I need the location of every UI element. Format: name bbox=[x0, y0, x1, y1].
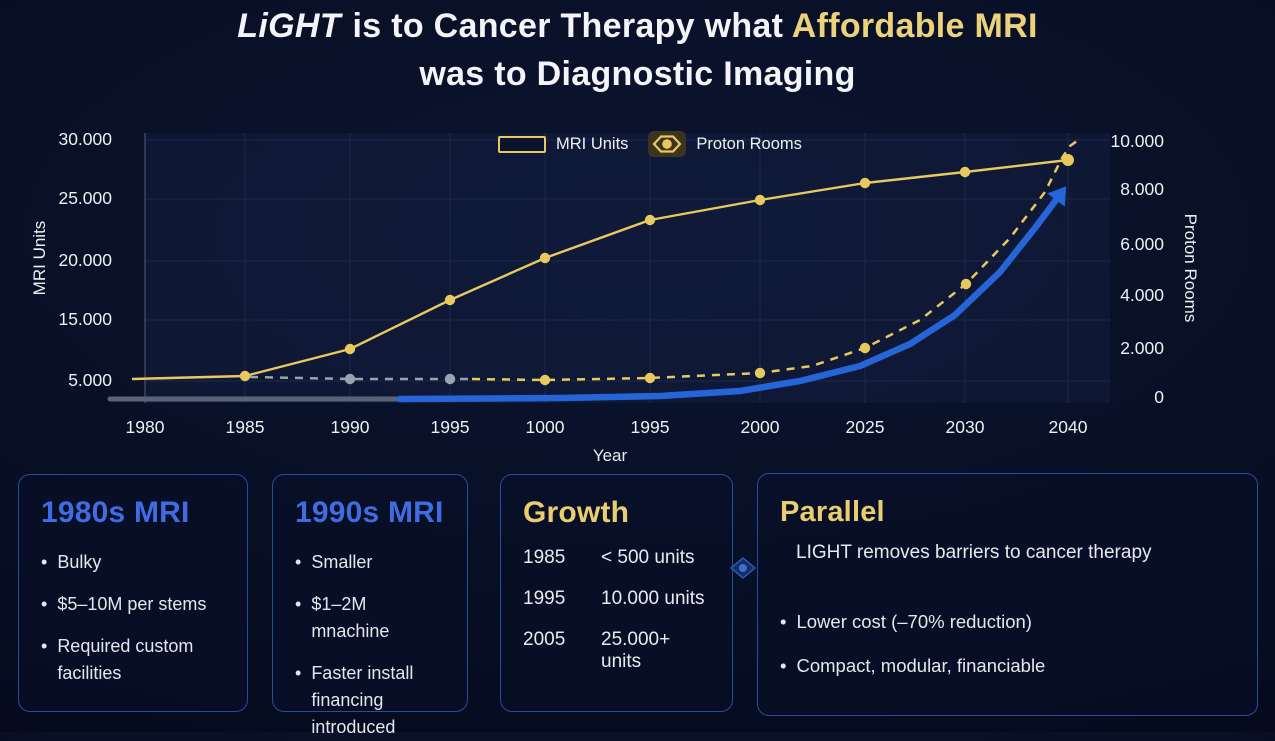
page-title-line2: was to Diagnostic Imaging bbox=[419, 55, 856, 93]
list-item: • Required custom facilities bbox=[41, 633, 225, 687]
card-parallel: Parallel LIGHT removes barriers to cance… bbox=[757, 473, 1258, 716]
mri-units-swatch-icon bbox=[498, 135, 546, 153]
bullet-text: Compact, modular, financiable bbox=[796, 654, 1046, 676]
y-axis-label-left: MRI Units bbox=[30, 220, 49, 296]
x-axis-title: Year bbox=[592, 446, 628, 465]
list-item: • Smaller bbox=[295, 549, 445, 576]
bullet-icon: • bbox=[295, 552, 302, 572]
card-1980s-mri: 1980s MRI • Bulky • $5–10M per stems • Requ… bbox=[18, 474, 248, 712]
bullet-icon: • bbox=[41, 594, 48, 614]
growth-year: 1985 bbox=[523, 547, 566, 568]
chart-canvas bbox=[107, 133, 1110, 403]
card-title: Growth bbox=[523, 496, 630, 529]
growth-value: 25.000+ units bbox=[601, 629, 671, 672]
card-title: Parallel bbox=[780, 496, 885, 528]
growth-year: 1995 bbox=[523, 588, 566, 609]
card-title: 1990s MRI bbox=[295, 496, 444, 529]
page-title-line1: LiGHT is to Cancer Therapy what Affordab… bbox=[0, 2, 1275, 50]
parallel-lead-text: LIGHT removes barriers to cancer therapy bbox=[796, 542, 1152, 563]
bullet-icon: • bbox=[41, 636, 48, 656]
card-bullets: • Lower cost (–70% reduction) • Compact, m… bbox=[780, 608, 1235, 680]
bullet-text: $5–10M per stems bbox=[57, 594, 207, 614]
card-bullets: • Bulky • $5–10M per stems • Required custo… bbox=[41, 549, 225, 687]
list-item: • $1–2M mnachine bbox=[295, 591, 445, 645]
legend-item-proton-rooms: Proton Rooms bbox=[648, 131, 802, 157]
chart-legend: MRI Units Proton Rooms bbox=[498, 131, 802, 157]
bullet-text: Required custom facilities bbox=[57, 636, 194, 683]
list-item: • Bulky bbox=[41, 549, 225, 576]
bullet-text: $1–2M mnachine bbox=[311, 594, 390, 641]
bullet-icon: • bbox=[41, 552, 48, 572]
title-emphasis: LiGHT bbox=[237, 7, 341, 45]
card-growth: Growth 1985 < 500 units 1995 10.000 units … bbox=[500, 474, 733, 712]
mri-proton-chart: 1980 1985 1990 1995 1000 1995 2000 2025 2030 2040… bbox=[30, 129, 1200, 465]
card-title: 1980s MRI bbox=[41, 496, 190, 529]
bullet-icon: • bbox=[780, 611, 787, 632]
page-title: LiGHT is to Cancer Therapy what Affordab… bbox=[0, 2, 1275, 98]
list-item: • Lower cost (–70% reduction) bbox=[780, 608, 1235, 636]
y-axis-label-right: Proton Rooms bbox=[1181, 213, 1200, 323]
bullet-text: Bulky bbox=[57, 552, 102, 572]
legend-label: Proton Rooms bbox=[696, 134, 802, 153]
title-rest: is to Cancer Therapy what bbox=[342, 7, 792, 45]
list-item: • $5–10M per stems bbox=[41, 591, 225, 618]
card-bullets: • Smaller • $1–2M mnachine • Faster install… bbox=[295, 549, 445, 741]
growth-year: 2005 bbox=[523, 629, 566, 650]
diamond-connector-icon bbox=[729, 557, 757, 579]
bullet-text: Faster install financing introduced bbox=[311, 663, 414, 737]
bullet-icon: • bbox=[780, 654, 787, 676]
list-item: • Compact, modular, financiable bbox=[780, 652, 1235, 680]
bullet-text: Smaller bbox=[311, 552, 373, 572]
card-1990s-mri: 1990s MRI • Smaller • $1–2M mnachine • Fast… bbox=[272, 474, 468, 737]
bullet-text: Lower cost (–70% reduction) bbox=[796, 611, 1032, 632]
legend-label: MRI Units bbox=[556, 134, 629, 153]
growth-table: 1985 < 500 units 1995 10.000 units 2005 25.… bbox=[523, 547, 710, 673]
list-item: • Faster install financing introduced bbox=[295, 660, 445, 741]
growth-value: < 500 units bbox=[601, 547, 695, 568]
title-highlight: Affordable MRI bbox=[791, 7, 1038, 45]
bullet-icon: • bbox=[295, 594, 302, 614]
proton-rooms-eye-icon bbox=[648, 131, 687, 157]
growth-value: 10.000 units bbox=[601, 588, 705, 609]
legend-item-mri-units: MRI Units bbox=[498, 135, 628, 154]
bullet-icon: • bbox=[295, 663, 302, 683]
